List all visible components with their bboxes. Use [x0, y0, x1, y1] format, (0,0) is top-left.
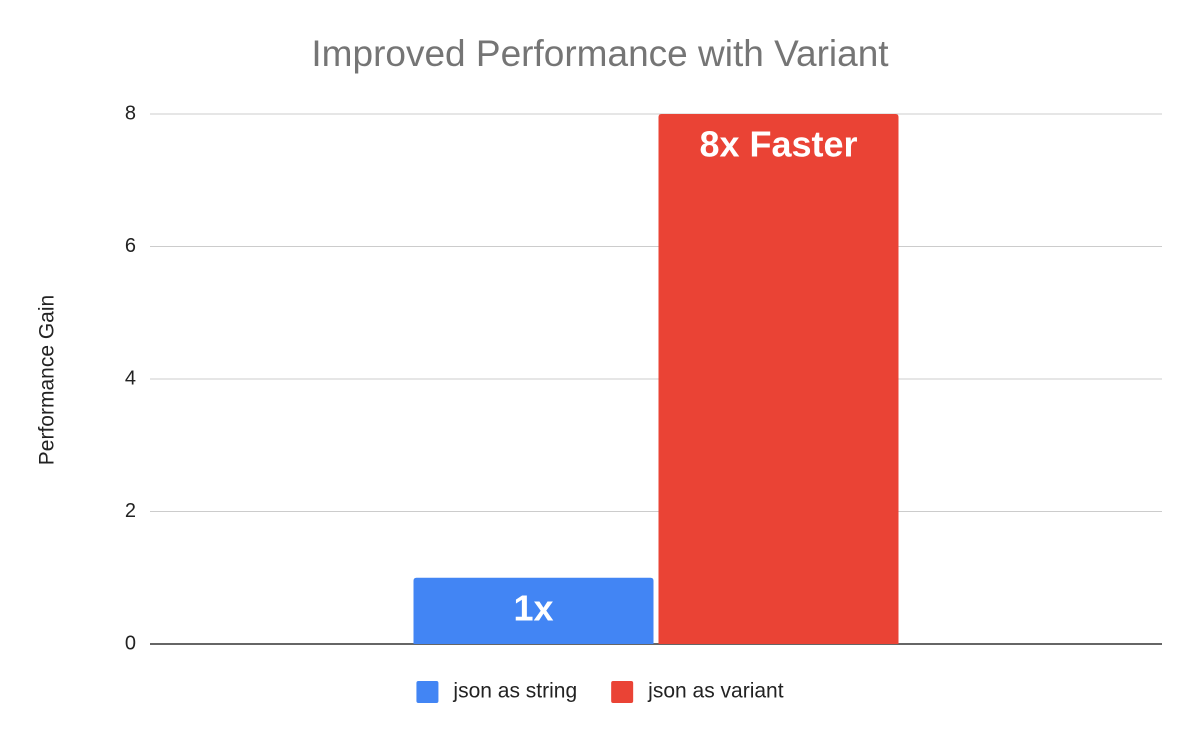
y-tick-label: 4	[125, 367, 136, 389]
legend-swatch	[611, 681, 634, 703]
y-tick-label: 0	[125, 632, 136, 654]
legend-swatch	[416, 681, 439, 703]
y-tick-label: 6	[125, 235, 136, 257]
data-label: 1x	[513, 587, 553, 628]
y-tick-label: 2	[125, 500, 136, 522]
y-axis-label: Performance Gain	[36, 295, 59, 465]
bar	[658, 114, 899, 644]
data-label: 8x Faster	[699, 124, 857, 165]
chart-title: Improved Performance with Variant	[311, 33, 889, 74]
legend-label: json as variant	[647, 680, 784, 703]
bar	[413, 577, 654, 644]
legend-label: json as string	[452, 680, 577, 703]
y-tick-label: 8	[125, 102, 136, 124]
